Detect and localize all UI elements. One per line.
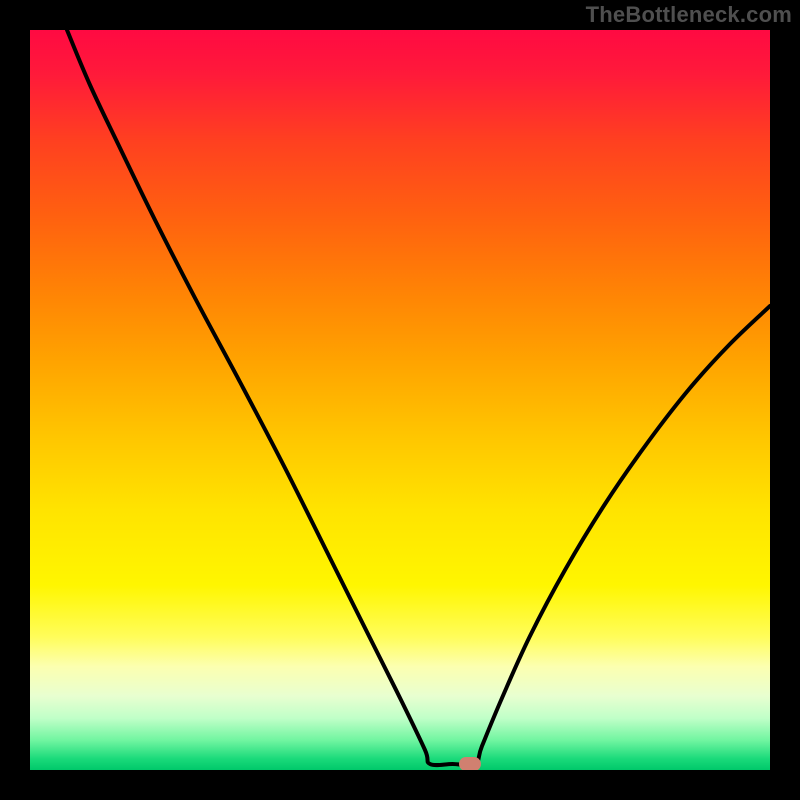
plot-area bbox=[30, 30, 770, 770]
watermark-text: TheBottleneck.com bbox=[586, 2, 792, 28]
gradient-fill bbox=[30, 30, 770, 770]
curve-marker bbox=[459, 757, 481, 770]
chart-svg bbox=[30, 30, 770, 770]
chart-frame: TheBottleneck.com bbox=[0, 0, 800, 800]
